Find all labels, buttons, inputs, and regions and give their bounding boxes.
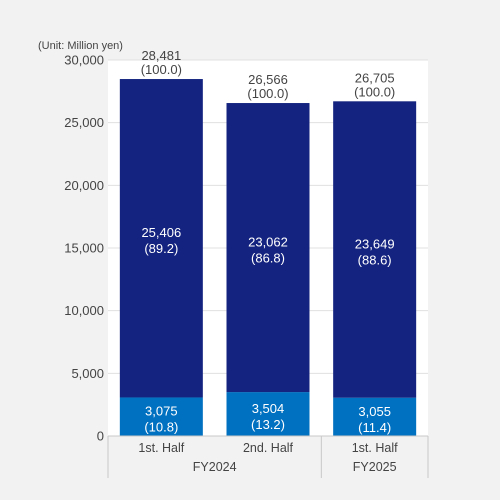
- bar-segment: [333, 101, 417, 398]
- bar-value-label: 3,075: [145, 404, 178, 419]
- bar-share-label: (88.6): [358, 253, 392, 268]
- total-value-label: 28,481: [141, 48, 181, 63]
- x-group-label: FY2024: [193, 460, 237, 474]
- bar-segment: [226, 392, 310, 436]
- x-category-label: 1st. Half: [138, 441, 184, 455]
- unit-label: (Unit: Million yen): [38, 40, 123, 52]
- bar-share-label: (86.8): [251, 251, 285, 266]
- total-share-label: (100.0): [247, 86, 288, 101]
- x-category-label: 1st. Half: [352, 441, 398, 455]
- total-value-label: 26,566: [248, 72, 288, 87]
- y-tick-label: 5,000: [71, 366, 104, 381]
- bar-value-label: 25,406: [141, 225, 181, 240]
- bar-value-label: 3,055: [358, 404, 391, 419]
- y-tick-label: 25,000: [64, 115, 104, 130]
- bar-share-label: (10.8): [144, 420, 178, 435]
- y-tick-label: 15,000: [64, 241, 104, 256]
- y-tick-label: 30,000: [64, 53, 104, 68]
- total-share-label: (100.0): [141, 62, 182, 77]
- x-category-label: 2nd. Half: [243, 441, 294, 455]
- total-value-label: 26,705: [355, 70, 395, 85]
- y-tick-label: 20,000: [64, 178, 104, 193]
- bar-value-label: 23,649: [355, 237, 395, 252]
- axes: 0 5,000 10,000 15,000 20,000 25,000 30,000 1st.…: [64, 53, 429, 478]
- bar-value-label: 23,062: [248, 235, 288, 250]
- bar-segment: [333, 397, 417, 436]
- bar-segment: [119, 397, 203, 436]
- bar-share-label: (89.2): [144, 241, 178, 256]
- data-labels: 3,075(10.8)25,406(89.2)28,481(100.0)3,50…: [141, 48, 396, 435]
- y-tick-label: 10,000: [64, 303, 104, 318]
- bar-share-label: (13.2): [251, 417, 285, 432]
- bar-share-label: (11.4): [358, 420, 391, 435]
- bar-segment: [226, 103, 310, 393]
- bar-segment: [119, 79, 203, 398]
- total-share-label: (100.0): [354, 84, 395, 99]
- x-group-label: FY2025: [353, 460, 397, 474]
- bars: [119, 79, 417, 436]
- bar-value-label: 3,504: [252, 401, 285, 416]
- y-tick-label: 0: [97, 429, 104, 444]
